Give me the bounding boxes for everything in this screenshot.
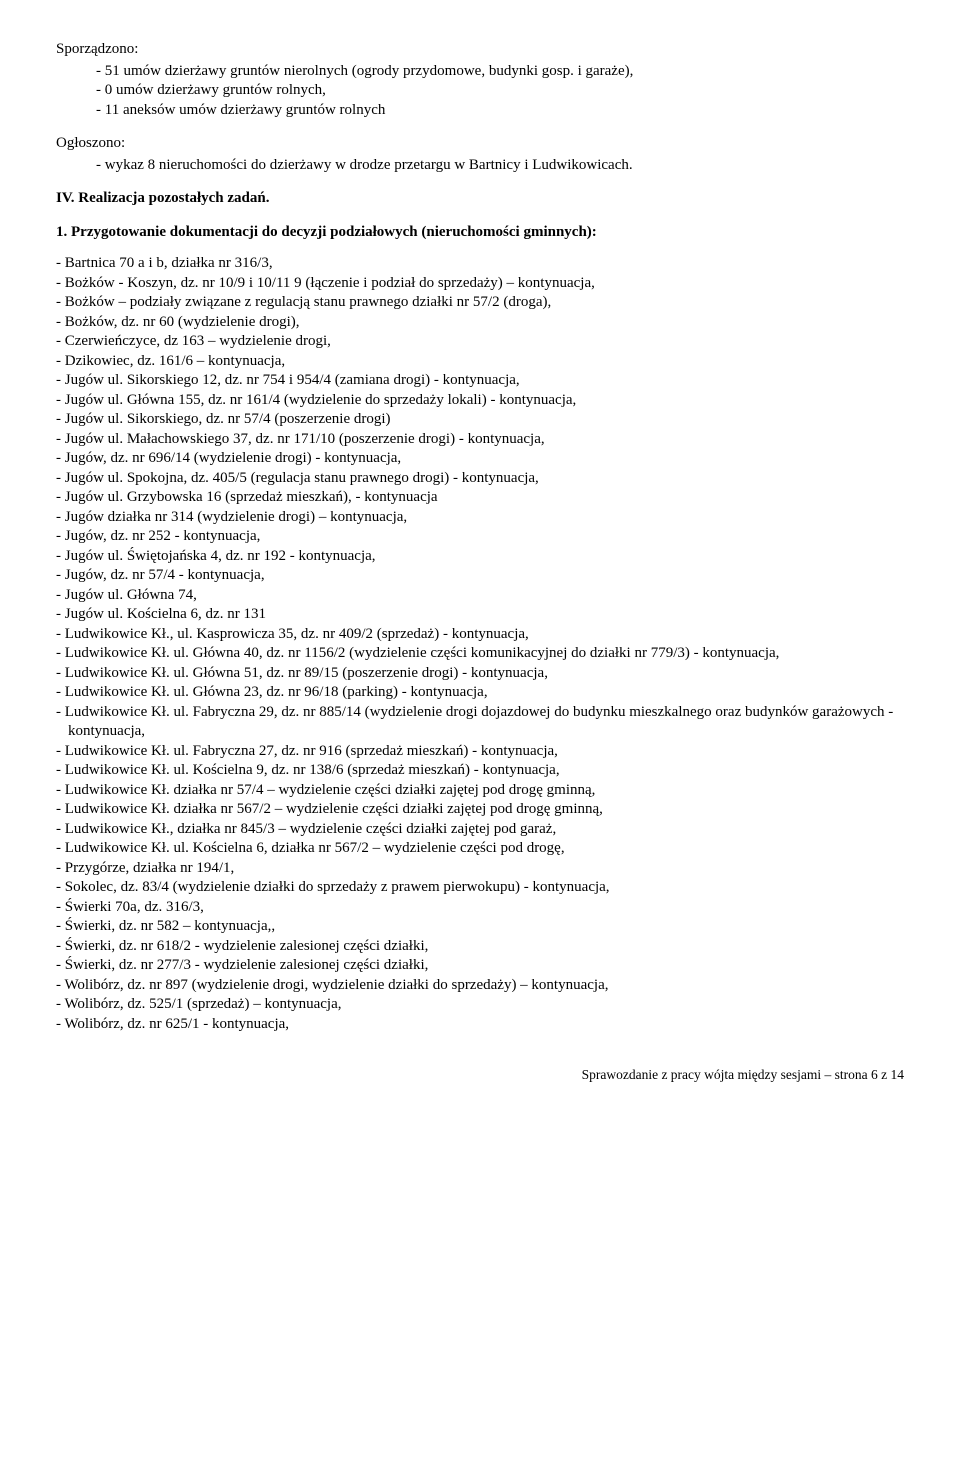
list-item: - Świerki, dz. nr 277/3 - wydzielenie za…: [56, 956, 904, 976]
list-item: - 11 aneksów umów dzierżawy gruntów roln…: [96, 101, 904, 121]
list-item: - Jugów ul. Kościelna 6, dz. nr 131: [56, 605, 904, 625]
list-item: - Jugów ul. Świętojańska 4, dz. nr 192 -…: [56, 547, 904, 567]
list-item: - Wolibórz, dz. 525/1 (sprzedaż) – konty…: [56, 995, 904, 1015]
list-item: - Bartnica 70 a i b, działka nr 316/3,: [56, 254, 904, 274]
list-item: - Ludwikowice Kł. ul. Główna 51, dz. nr …: [56, 664, 904, 684]
list-item: - Ludwikowice Kł. ul. Główna 40, dz. nr …: [56, 644, 904, 664]
list-item: - 0 umów dzierżawy gruntów rolnych,: [96, 81, 904, 101]
list-item: - Jugów, dz. nr 696/14 (wydzielenie drog…: [56, 449, 904, 469]
list-item: - Ludwikowice Kł., działka nr 845/3 – wy…: [56, 820, 904, 840]
list-item: - Ludwikowice Kł. działka nr 57/4 – wydz…: [56, 781, 904, 801]
list-item: - Jugów, dz. nr 252 - kontynuacja,: [56, 527, 904, 547]
list-item: - Ludwikowice Kł. ul. Fabryczna 29, dz. …: [56, 703, 904, 742]
main-list: - Bartnica 70 a i b, działka nr 316/3, -…: [56, 254, 904, 1034]
list-item: - Jugów, dz. nr 57/4 - kontynuacja,: [56, 566, 904, 586]
num1-heading: 1. Przygotowanie dokumentacji do decyzji…: [56, 223, 904, 243]
list-item: - Bożków - Koszyn, dz. nr 10/9 i 10/11 9…: [56, 274, 904, 294]
list-item: - Wolibórz, dz. nr 625/1 - kontynuacja,: [56, 1015, 904, 1035]
list-item: - Bożków, dz. nr 60 (wydzielenie drogi),: [56, 313, 904, 333]
list-item: - Jugów ul. Grzybowska 16 (sprzedaż mies…: [56, 488, 904, 508]
list-item: - Jugów ul. Sikorskiego, dz. nr 57/4 (po…: [56, 410, 904, 430]
list-item: - Ludwikowice Kł. ul. Kościelna 9, dz. n…: [56, 761, 904, 781]
ogloszono-list: - wykaz 8 nieruchomości do dzierżawy w d…: [56, 156, 904, 176]
list-item: - Czerwieńczyce, dz 163 – wydzielenie dr…: [56, 332, 904, 352]
sporzadzono-list: - 51 umów dzierżawy gruntów nierolnych (…: [56, 62, 904, 121]
list-item: - Świerki, dz. nr 582 – kontynuacja,,: [56, 917, 904, 937]
ogloszono-label: Ogłoszono:: [56, 134, 904, 154]
sporzadzono-label: Sporządzono:: [56, 40, 904, 60]
list-item: - Przygórze, działka nr 194/1,: [56, 859, 904, 879]
list-item: - Ludwikowice Kł. ul. Fabryczna 27, dz. …: [56, 742, 904, 762]
list-item: - Ludwikowice Kł. działka nr 567/2 – wyd…: [56, 800, 904, 820]
list-item: - Jugów ul. Główna 74,: [56, 586, 904, 606]
list-item: - Dzikowiec, dz. 161/6 – kontynuacja,: [56, 352, 904, 372]
list-item: - Jugów działka nr 314 (wydzielenie drog…: [56, 508, 904, 528]
list-item: - Bożków – podziały związane z regulacją…: [56, 293, 904, 313]
page-footer: Sprawozdanie z pracy wójta między sesjam…: [56, 1066, 904, 1084]
list-item: - Ludwikowice Kł. ul. Kościelna 6, dział…: [56, 839, 904, 859]
list-item: - Sokolec, dz. 83/4 (wydzielenie działki…: [56, 878, 904, 898]
list-item: - wykaz 8 nieruchomości do dzierżawy w d…: [96, 156, 904, 176]
list-item: - Jugów ul. Małachowskiego 37, dz. nr 17…: [56, 430, 904, 450]
list-item: - Świerki, dz. nr 618/2 - wydzielenie za…: [56, 937, 904, 957]
list-item: - Wolibórz, dz. nr 897 (wydzielenie drog…: [56, 976, 904, 996]
list-item: - Świerki 70a, dz. 316/3,: [56, 898, 904, 918]
section-iv-heading: IV. Realizacja pozostałych zadań.: [56, 189, 904, 209]
list-item: - Jugów ul. Główna 155, dz. nr 161/4 (wy…: [56, 391, 904, 411]
list-item: - 51 umów dzierżawy gruntów nierolnych (…: [96, 62, 904, 82]
list-item: - Ludwikowice Kł., ul. Kasprowicza 35, d…: [56, 625, 904, 645]
list-item: - Ludwikowice Kł. ul. Główna 23, dz. nr …: [56, 683, 904, 703]
list-item: - Jugów ul. Spokojna, dz. 405/5 (regulac…: [56, 469, 904, 489]
list-item: - Jugów ul. Sikorskiego 12, dz. nr 754 i…: [56, 371, 904, 391]
